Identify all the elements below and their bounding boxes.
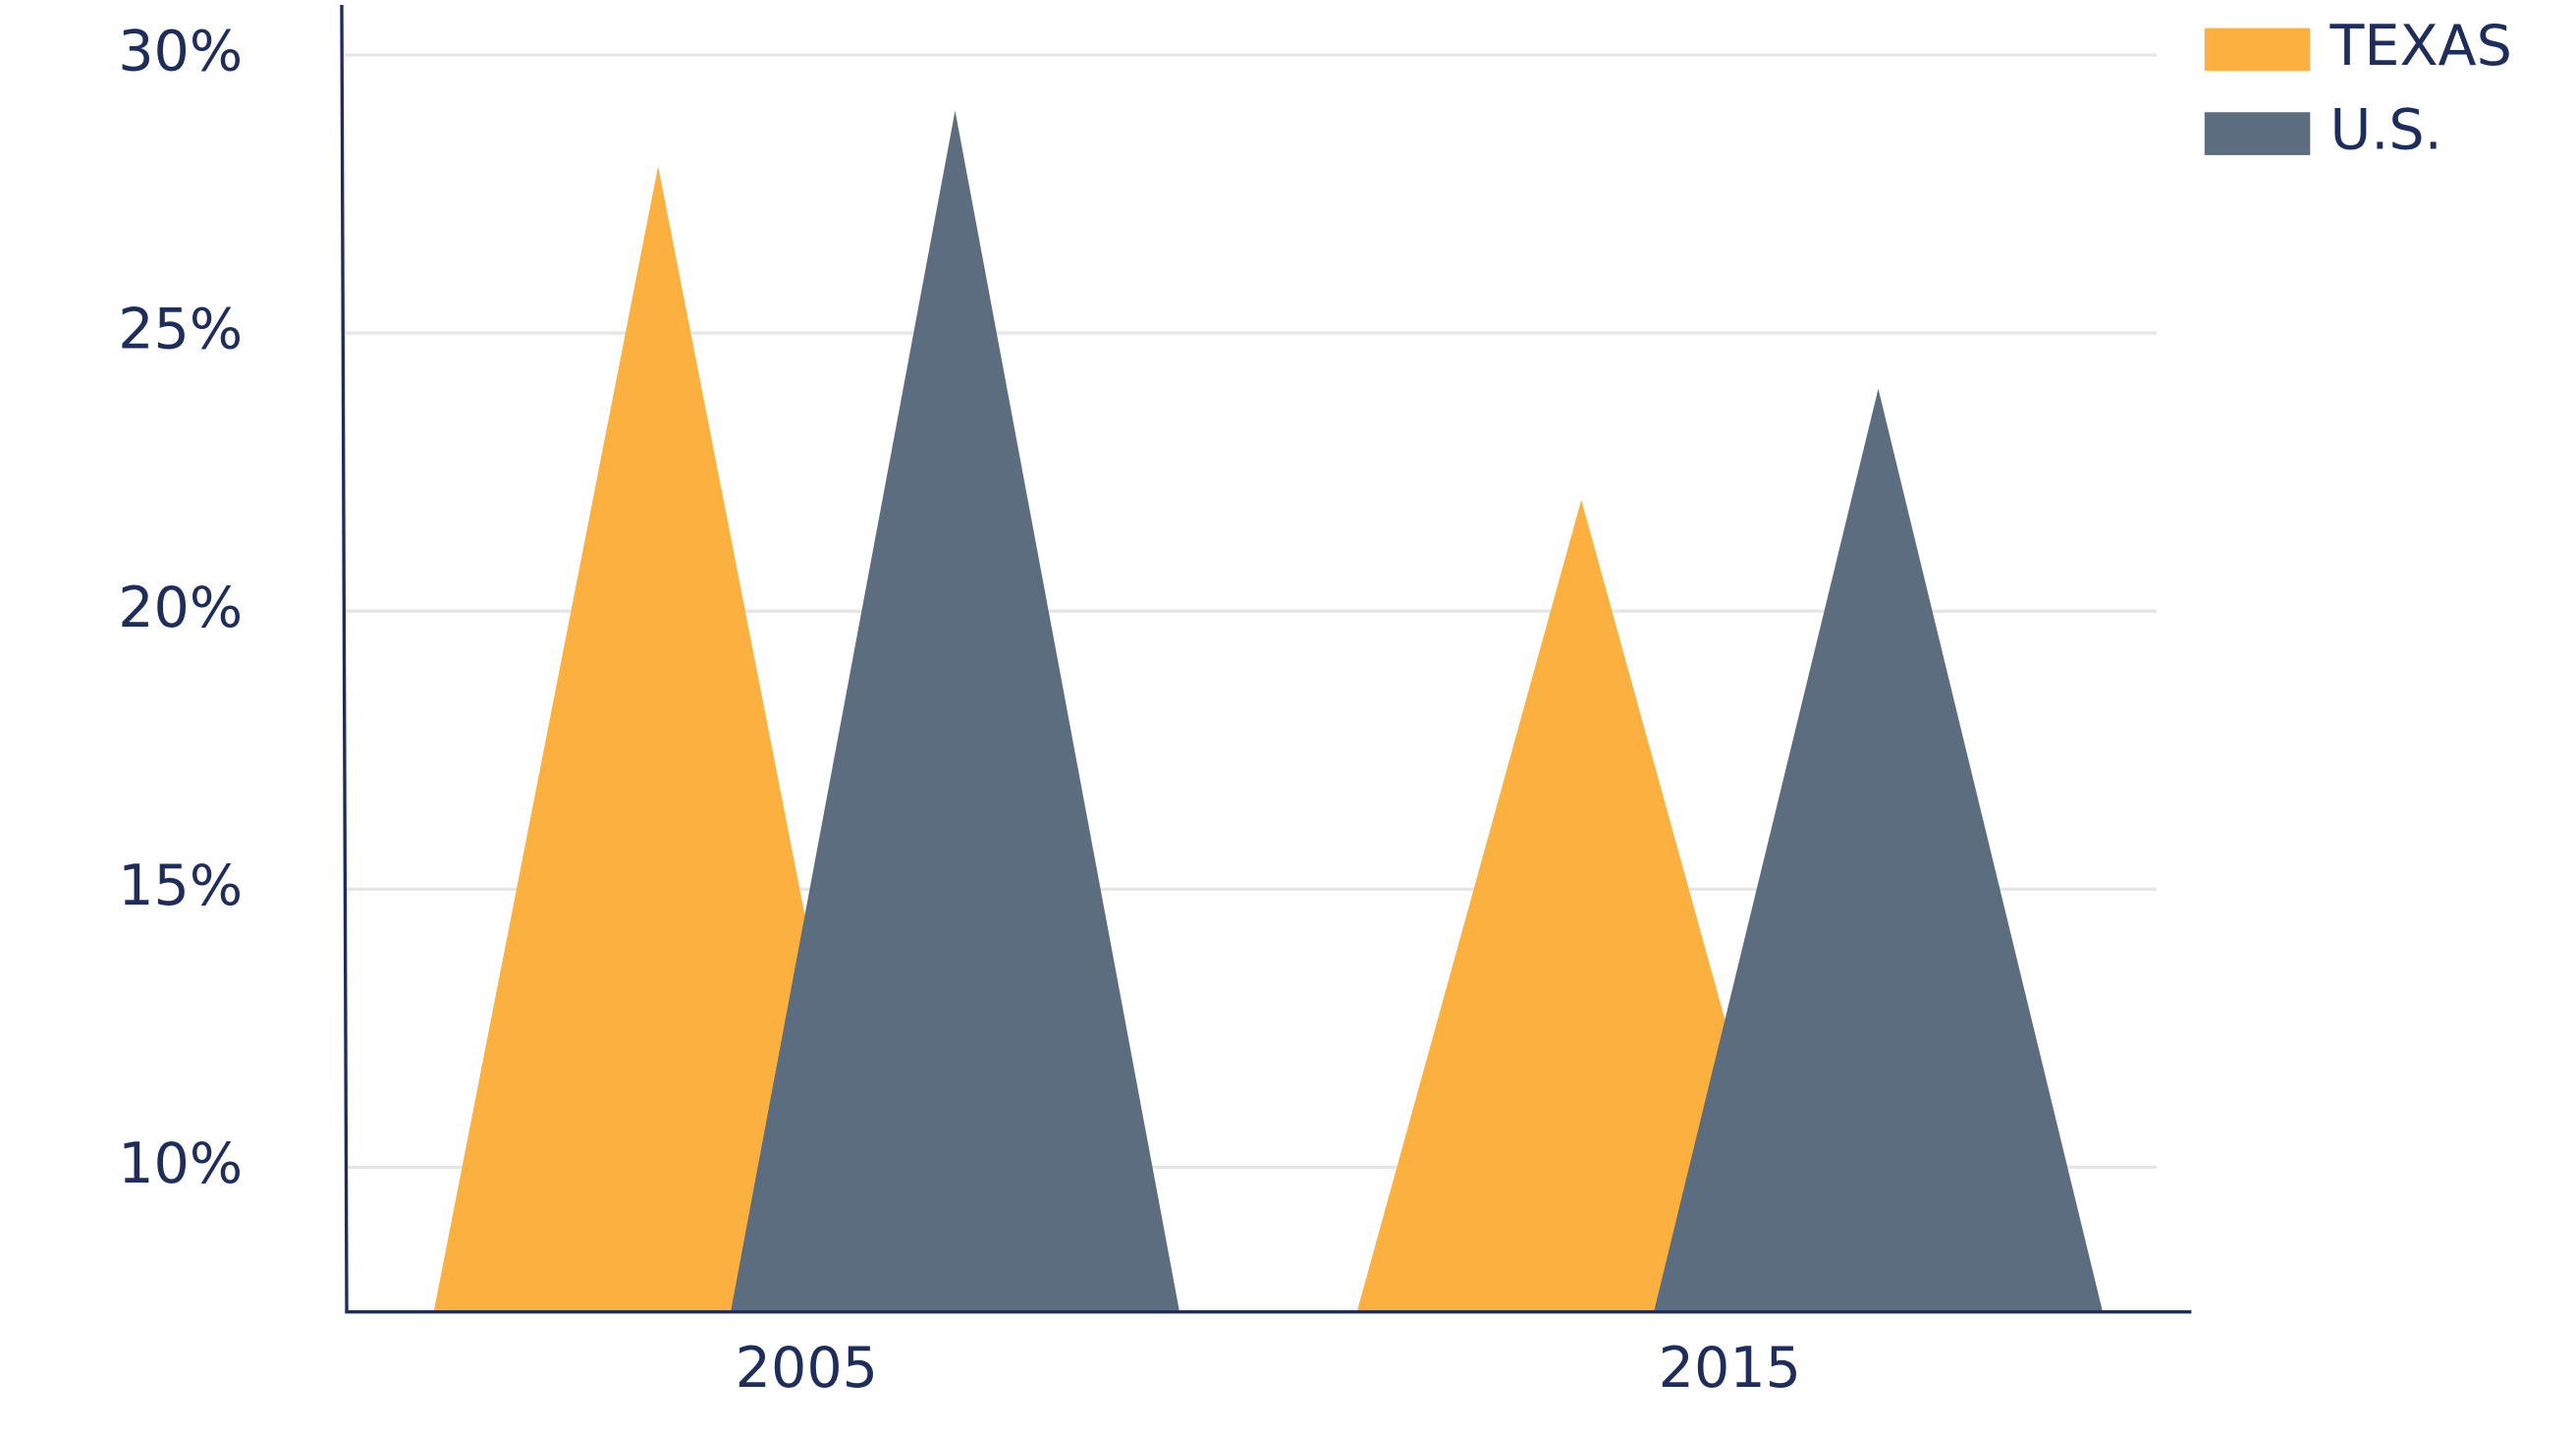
x-tick-label: 2015 — [1659, 1336, 1801, 1401]
y-tick-label: 25% — [118, 298, 243, 362]
y-tick-label: 20% — [118, 576, 243, 640]
legend-label: TEXAS — [2329, 14, 2511, 79]
legend-swatch — [2204, 112, 2311, 155]
bar — [1356, 499, 1806, 1312]
y-tick-label: 10% — [118, 1131, 243, 1196]
bar — [1654, 388, 2104, 1312]
y-axis — [340, 5, 349, 1312]
legend-label: U.S. — [2329, 98, 2441, 163]
y-tick-label: 30% — [118, 20, 243, 84]
bar — [731, 110, 1180, 1312]
y-tick-label: 15% — [118, 854, 243, 918]
legend-swatch — [2204, 28, 2311, 72]
x-tick-label: 2005 — [736, 1336, 878, 1401]
bar — [433, 166, 883, 1312]
